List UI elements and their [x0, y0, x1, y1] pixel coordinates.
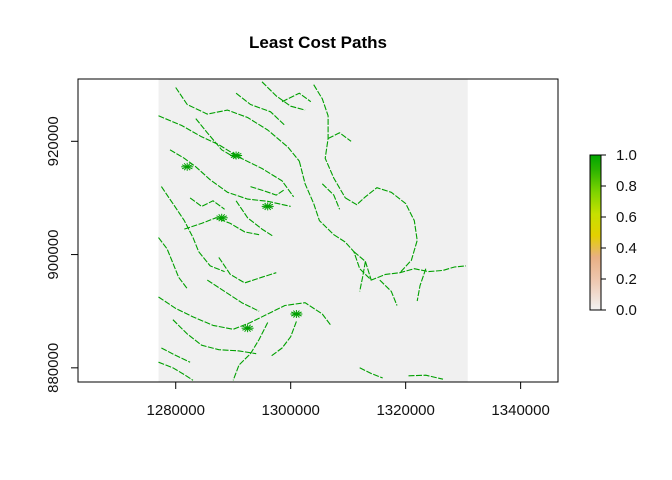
least-cost-path	[281, 92, 312, 103]
least-cost-path	[158, 237, 188, 289]
least-cost-path	[359, 367, 383, 379]
x-tick-label: 1300000	[261, 402, 319, 419]
least-cost-path	[345, 187, 418, 274]
least-cost-path	[327, 132, 352, 142]
least-cost-path	[158, 115, 295, 198]
least-cost-path	[359, 261, 366, 292]
path-cluster	[290, 310, 303, 318]
legend-tick-label: 0.4	[616, 240, 637, 257]
x-tick-label: 1280000	[147, 402, 205, 419]
colorbar	[589, 154, 602, 311]
x-tick-label: 1340000	[491, 402, 549, 419]
least-cost-path	[333, 234, 467, 281]
least-cost-path	[195, 118, 237, 159]
least-cost-path	[158, 296, 332, 330]
path-cluster	[181, 162, 194, 171]
least-cost-path	[184, 217, 260, 236]
cluster-segment	[230, 153, 242, 158]
legend-tick-label: 0.6	[616, 209, 637, 226]
y-tick-label: 920000	[45, 116, 62, 166]
least-cost-path	[160, 186, 200, 252]
path-cluster	[230, 151, 243, 160]
least-cost-path	[172, 319, 257, 355]
legend-tick-label: 0.2	[616, 271, 637, 288]
plot-region	[77, 78, 559, 383]
least-cost-path	[218, 257, 277, 284]
legend-tick-label: 0.8	[616, 178, 637, 195]
least-cost-path	[379, 279, 398, 306]
least-cost-path	[235, 92, 286, 126]
least-cost-path	[408, 374, 444, 380]
least-cost-path	[169, 149, 291, 207]
path-cluster	[241, 324, 254, 333]
cluster-segment	[242, 325, 253, 331]
least-cost-path	[298, 160, 335, 236]
y-axis: 880000 900000 920000	[45, 116, 79, 393]
cluster-segment	[291, 311, 302, 317]
cluster-segment	[216, 215, 228, 221]
least-cost-path	[206, 279, 260, 312]
legend-ticks: 0.0 0.2 0.4 0.6 0.8 1.0	[601, 147, 637, 319]
least-cost-path	[235, 200, 274, 237]
least-cost-path	[158, 361, 194, 381]
y-tick-label: 900000	[45, 230, 62, 280]
cluster-segment	[181, 164, 193, 170]
path-cluster	[261, 202, 274, 211]
least-cost-path	[261, 81, 306, 111]
least-cost-path	[232, 322, 269, 381]
least-cost-path	[250, 186, 286, 196]
least-cost-path	[175, 87, 300, 162]
least-cost-path	[321, 183, 341, 210]
cluster-segment	[262, 203, 274, 209]
least-cost-path	[416, 268, 427, 302]
x-axis: 1280000 1300000 1320000 1340000	[147, 381, 550, 419]
least-cost-path	[270, 321, 297, 357]
raster-background	[158, 79, 468, 382]
legend-colorbar: 0.0 0.2 0.4 0.6 0.8 1.0	[589, 147, 637, 319]
least-cost-path	[198, 251, 225, 273]
paths-layer	[158, 81, 467, 381]
least-cost-path	[161, 347, 191, 363]
chart-title: Least Cost Paths	[249, 33, 387, 52]
path-cluster	[215, 213, 228, 222]
legend-tick-label: 1.0	[616, 147, 637, 164]
least-cost-path	[189, 197, 225, 210]
x-tick-label: 1320000	[376, 402, 434, 419]
y-tick-label: 880000	[45, 343, 62, 393]
legend-tick-label: 0.0	[616, 302, 637, 319]
